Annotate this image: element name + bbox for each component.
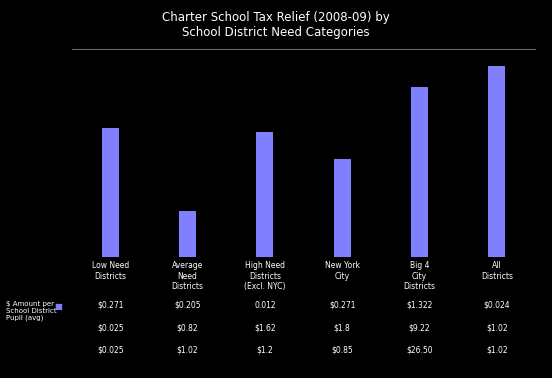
Text: $ Amount per
School District
Pupil (avg): $ Amount per School District Pupil (avg) xyxy=(6,301,56,321)
Text: $1.02: $1.02 xyxy=(486,323,508,332)
Text: $0.025: $0.025 xyxy=(97,323,124,332)
Text: $0.205: $0.205 xyxy=(174,301,201,310)
Bar xyxy=(334,160,351,257)
Text: $0.025: $0.025 xyxy=(97,346,124,355)
Text: $26.50: $26.50 xyxy=(406,346,433,355)
Text: $1.8: $1.8 xyxy=(334,323,351,332)
Bar xyxy=(179,211,196,257)
Text: $0.271: $0.271 xyxy=(97,301,124,310)
Text: $0.82: $0.82 xyxy=(177,323,199,332)
Bar xyxy=(257,132,273,257)
Text: $0.85: $0.85 xyxy=(331,346,353,355)
Text: 0.012: 0.012 xyxy=(254,301,276,310)
Text: $9.22: $9.22 xyxy=(408,323,431,332)
Text: Charter School Tax Relief (2008-09) by
School District Need Categories: Charter School Tax Relief (2008-09) by S… xyxy=(162,11,390,39)
Text: $1.322: $1.322 xyxy=(406,301,433,310)
Text: $0.024: $0.024 xyxy=(484,301,510,310)
Text: ■: ■ xyxy=(54,302,62,311)
Text: $1.02: $1.02 xyxy=(486,346,508,355)
Text: $1.2: $1.2 xyxy=(257,346,273,355)
Text: $0.271: $0.271 xyxy=(329,301,355,310)
Text: $1.62: $1.62 xyxy=(254,323,276,332)
Bar xyxy=(102,128,119,257)
Bar xyxy=(489,66,505,257)
Bar xyxy=(411,87,428,257)
Text: $1.02: $1.02 xyxy=(177,346,199,355)
